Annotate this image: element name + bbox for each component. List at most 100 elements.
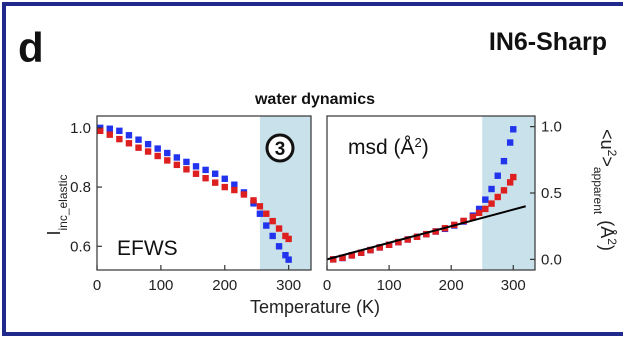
msd-ylabel-unit: (Å (597, 220, 617, 238)
efws-point-red-2 (116, 135, 123, 143)
msd-label-main: msd (Å (348, 136, 415, 159)
efws-point-blue-7 (164, 149, 171, 157)
msd-xtick-label-1: 100 (377, 277, 402, 294)
efws-point-red-9 (183, 166, 190, 173)
msd-label-sup: 2 (415, 135, 422, 150)
msd-point-red-22 (510, 173, 517, 181)
efws-point-red-12 (211, 179, 219, 186)
msd-point-blue-19 (494, 172, 501, 179)
msd-point-blue-21 (506, 139, 514, 146)
msd-point-blue-16 (475, 205, 483, 213)
msd-ylabel-close: ) (597, 245, 617, 251)
efws-xtick-label-3: 300 (276, 277, 301, 294)
msd-fit-line (326, 205, 526, 261)
msd-label-close: ) (422, 136, 429, 159)
efws-point-blue-10 (192, 163, 200, 170)
efws-point-red-18 (263, 210, 270, 217)
efws-point-red-22 (285, 235, 292, 243)
efws-point-red-20 (275, 225, 283, 232)
efws-point-blue-22 (285, 256, 292, 263)
efws-point-red-1 (106, 131, 113, 138)
efws-point-blue-20 (275, 243, 283, 250)
efws-point-red-14 (231, 186, 238, 194)
efws-point-red-5 (144, 148, 152, 155)
instrument-title: IN6-Sharp (489, 28, 607, 56)
marker-3-text: 3 (275, 139, 286, 160)
efws-point-blue-4 (135, 136, 142, 143)
efws-point-blue-9 (183, 158, 190, 166)
efws-plot: 0 100 200 300 0.6 0.8 1.0 EFWS 3 Iinc_elastic (44, 115, 312, 294)
efws-point-red-4 (135, 144, 142, 151)
msd-point-red-18 (488, 200, 495, 207)
efws-xtick-label-2: 200 (212, 277, 237, 294)
efws-point-blue-13 (221, 175, 228, 182)
efws-points (96, 124, 292, 263)
msd-ylabel-sub: apparent (591, 167, 605, 215)
msd-point-red-14 (460, 217, 467, 225)
msd-point-red-17 (482, 205, 489, 213)
msd-point-blue-22 (510, 126, 517, 133)
msd-point-red-7 (395, 238, 402, 246)
msd-point-red-1 (339, 254, 346, 261)
efws-point-red-11 (202, 174, 209, 182)
msd-ticks: 0 100 200 300 0.0 0.5 1.0 (323, 119, 562, 294)
efws-point-blue-6 (154, 145, 161, 152)
msd-xtick-label-3: 300 (501, 277, 526, 294)
efws-point-blue-19 (269, 232, 276, 240)
efws-point-blue-11 (202, 166, 209, 174)
marker-3: 3 (265, 133, 295, 163)
msd-shaded-region (482, 116, 535, 270)
efws-point-blue-21 (282, 251, 289, 259)
efws-ytick-label-2: 1.0 (70, 120, 91, 137)
msd-point-blue-18 (488, 185, 495, 193)
msd-point-blue-17 (482, 196, 489, 203)
msd-point-red-5 (376, 244, 383, 251)
msd-xtick-label-2: 200 (439, 277, 464, 294)
msd-ylabel-sup: 2 (605, 150, 619, 157)
efws-point-red-7 (164, 157, 171, 164)
msd-xtick-label-0: 0 (323, 277, 331, 294)
msd-point-red-11 (432, 228, 439, 235)
msd-point-red-3 (357, 249, 365, 256)
msd-ylabel-main: <u (597, 129, 617, 150)
panel-letter: d (18, 24, 44, 71)
efws-point-red-8 (173, 161, 181, 169)
efws-point-red-15 (240, 191, 248, 198)
efws-ytick-label-0: 0.6 (70, 238, 91, 255)
efws-ylabel-main: I (44, 231, 64, 236)
msd-ylabel-unit-sup: 2 (605, 238, 619, 245)
efws-point-red-17 (256, 203, 264, 210)
efws-ylabel-sub: inc_elastic (56, 174, 70, 230)
efws-point-red-3 (125, 140, 133, 147)
efws-point-blue-14 (231, 181, 238, 188)
efws-label: EFWS (117, 237, 178, 260)
msd-ytick-label-0: 0.0 (541, 251, 562, 268)
efws-point-red-16 (250, 197, 257, 204)
efws-point-blue-18 (263, 222, 270, 229)
efws-point-blue-3 (125, 132, 133, 139)
efws-xtick-label-0: 0 (93, 277, 101, 294)
msd-point-red-20 (500, 187, 508, 194)
msd-point-red-6 (385, 241, 393, 248)
x-axis-label: Temperature (K) (250, 297, 380, 317)
efws-point-red-10 (192, 170, 200, 177)
efws-point-blue-2 (116, 127, 123, 135)
efws-ytick-label-1: 0.8 (70, 179, 91, 196)
efws-point-red-0 (96, 127, 104, 135)
efws-point-red-19 (269, 217, 276, 225)
efws-point-blue-5 (144, 140, 152, 148)
marker-3-circle (265, 133, 295, 163)
msd-point-red-4 (367, 246, 374, 254)
efws-ticks: 0 100 200 300 0.6 0.8 1.0 (70, 120, 301, 294)
chart-subtitle: water dynamics (254, 91, 375, 108)
efws-xtick-label-1: 100 (148, 277, 173, 294)
msd-point-red-2 (348, 252, 356, 259)
efws-ylabel: Iinc_elastic (44, 174, 70, 235)
msd-ytick-label-1: 0.5 (541, 185, 562, 202)
msd-ytick-label-2: 1.0 (541, 119, 562, 136)
msd-point-red-10 (423, 230, 430, 238)
msd-label: msd (Å2) (348, 135, 429, 160)
efws-plot-frame (96, 115, 312, 271)
